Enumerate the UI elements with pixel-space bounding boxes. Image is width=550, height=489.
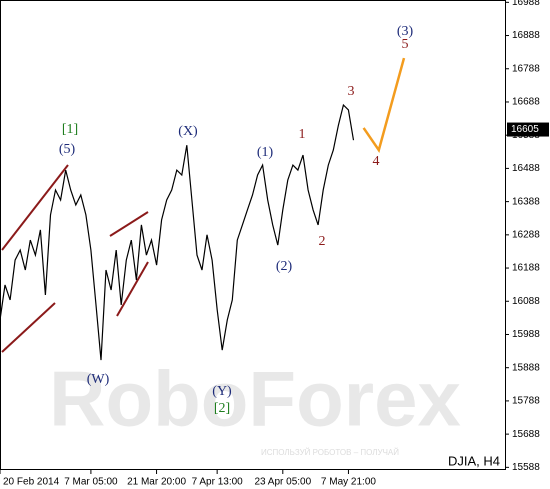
y-tick-label: 16688 — [512, 97, 540, 108]
y-tick-label: 16388 — [512, 196, 540, 207]
y-tick-label: 16088 — [512, 296, 540, 307]
y-tick-label: 16488 — [512, 163, 540, 174]
y-tick-label: 16188 — [512, 263, 540, 274]
channel-line — [1, 302, 56, 353]
price-line — [362, 57, 406, 154]
wave-label: (Y) — [212, 384, 232, 399]
y-tick-label: 15888 — [512, 362, 540, 373]
wave-label: 5 — [402, 37, 409, 52]
y-tick-label: 15788 — [512, 396, 540, 407]
x-tick-label: 23 Apr 05:00 — [254, 477, 311, 488]
price-line — [0, 103, 355, 361]
wave-label: (3) — [397, 24, 414, 39]
y-tick-label: 15588 — [512, 462, 540, 473]
last-price-box — [507, 122, 549, 137]
y-tick-label: 16988 — [512, 0, 540, 8]
wave-label: (W) — [87, 372, 110, 387]
plot-frame — [0, 0, 506, 470]
x-tick-label: 7 Apr 13:00 — [192, 477, 244, 488]
x-tick-label: 21 Mar 20:00 — [127, 477, 186, 488]
wave-label: [1] — [62, 122, 78, 137]
watermark-text: ИСПОЛЬЗУЙ РОБОТОВ – ПОЛУЧАЙ — [261, 448, 399, 457]
wave-label: (X) — [178, 124, 198, 139]
y-tick-label: 15988 — [512, 329, 540, 340]
y-tick-label: 16788 — [512, 63, 540, 74]
wave-label: 3 — [348, 84, 355, 99]
wave-label: [2] — [214, 401, 230, 416]
channel-line — [1, 164, 69, 251]
channel-lines — [1, 164, 149, 353]
y-tick-label: 15688 — [512, 429, 540, 440]
wave-label: (2) — [276, 259, 293, 274]
x-tick-label: 7 Mar 05:00 — [64, 477, 118, 488]
x-tick-label: 7 May 21:00 — [321, 477, 376, 488]
wave-label: 2 — [319, 234, 326, 249]
channel-line — [116, 261, 149, 317]
chart-label: DJIA, H4 — [448, 453, 500, 468]
y-tick-label: 16288 — [512, 229, 540, 240]
wave-label: (1) — [257, 145, 274, 160]
watermark: RoboForex — [49, 355, 461, 443]
channel-line — [109, 211, 149, 237]
x-tick-label: 20 Feb 2014 — [3, 477, 60, 488]
last-price-label: 16605 — [511, 124, 539, 135]
wave-label: 4 — [373, 154, 380, 169]
wave-label: 1 — [299, 127, 306, 142]
wave-label: (5) — [59, 142, 76, 157]
y-tick-label: 16888 — [512, 30, 540, 41]
